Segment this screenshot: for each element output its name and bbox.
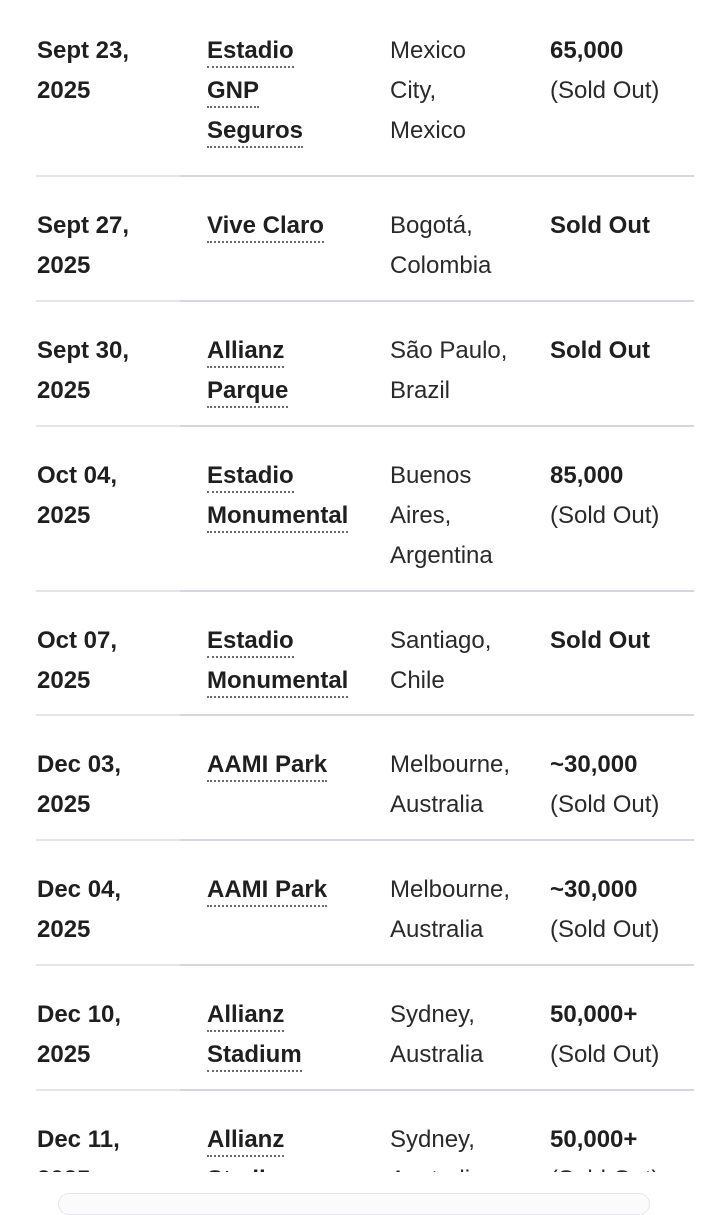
table-row: Oct 07, 2025 Estadio Monumental Santiago, C…	[0, 590, 708, 714]
city-cell: Bogotá, Colombia	[390, 212, 492, 279]
city-cell: Melbourne, Australia	[390, 876, 511, 943]
capacity-cell: 65,000 (Sold Out)	[550, 37, 660, 104]
venue-link[interactable]: Estadio GNP Seguros	[207, 31, 382, 151]
table-row: Sept 30, 2025 Allianz Parque São Paulo, Bra…	[0, 300, 708, 425]
venue-link[interactable]: Vive Claro	[207, 206, 382, 246]
city-cell: Melbourne, Australia	[390, 751, 511, 818]
city-cell: Mexico City, Mexico	[390, 37, 467, 144]
date-cell: Sept 30, 2025	[37, 337, 130, 404]
date-cell: Dec 04, 2025	[37, 876, 122, 943]
city-cell: Sydney,Australia	[390, 1001, 484, 1068]
table-row: Dec 03, 2025 AAMI Park Melbourne, Australi…	[0, 714, 708, 839]
capacity-cell: Sold Out	[550, 627, 650, 654]
date-cell: Oct 04, 2025	[37, 462, 118, 529]
date-cell: Sept 27, 2025	[37, 212, 130, 279]
city-cell: São Paulo, Brazil	[390, 337, 508, 404]
capacity-cell: Sold Out	[550, 337, 650, 364]
capacity-cell: 85,000 (Sold Out)	[550, 462, 660, 529]
city-cell: Santiago, Chile	[390, 627, 492, 694]
date-cell: Oct 07, 2025	[37, 627, 118, 694]
bottom-bar	[58, 1193, 650, 1215]
capacity-cell: 50,000+(Sold Out)	[550, 1001, 660, 1068]
date-cell: Dec 10, 2025	[37, 1001, 122, 1068]
table-row: Dec 10, 2025 Allianz Stadium Sydney, Austra…	[0, 964, 708, 1089]
table-row: Sept 23, 2025 Estadio GNP Seguros Mexico Cit…	[0, 0, 708, 175]
venue-link[interactable]: AAMI Park	[207, 745, 382, 785]
venue-link[interactable]: Estadio Monumental	[207, 456, 382, 536]
capacity-cell: ~30,000 (Sold Out)	[550, 751, 660, 818]
table-row: Sept 27, 2025 Vive Claro Bogotá, Colombia …	[0, 175, 708, 300]
venue-link[interactable]: AAMI Park	[207, 870, 382, 910]
capacity-cell: Sold Out	[550, 212, 650, 239]
city-cell: Buenos Aires, Argentina	[390, 462, 493, 569]
date-cell: Sept 23, 2025	[37, 37, 130, 104]
venue-link[interactable]: Allianz Parque	[207, 331, 382, 411]
date-cell: Dec 03, 2025	[37, 751, 122, 818]
capacity-cell: ~30,000 (Sold Out)	[550, 876, 660, 943]
table-row: Oct 04, 2025 Estadio Monumental Buenos Aire…	[0, 425, 708, 590]
venue-link[interactable]: Estadio Monumental	[207, 621, 382, 701]
table-row: Dec 04, 2025 AAMI Park Melbourne, Australi…	[0, 839, 708, 964]
